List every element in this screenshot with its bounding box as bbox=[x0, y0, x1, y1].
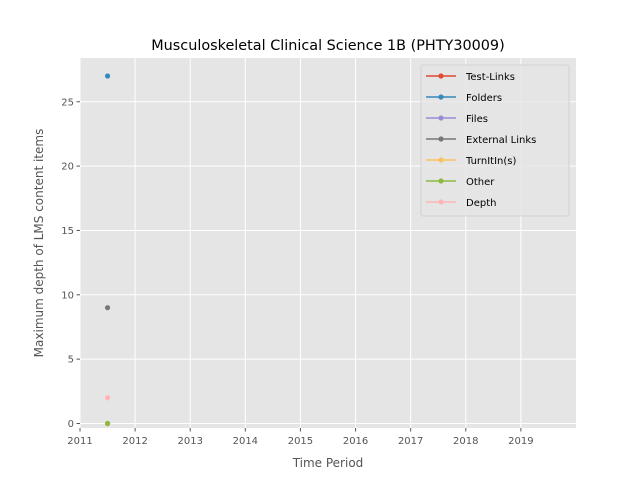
legend-label: Files bbox=[466, 114, 488, 125]
y-tick-label: 25 bbox=[61, 97, 74, 108]
legend-item: Other bbox=[426, 177, 495, 188]
data-point bbox=[104, 395, 111, 401]
x-axis-ticks: 2011 2012 2013 2014 2015 2016 2017 2018 2019 bbox=[67, 428, 534, 447]
x-tick-label: 2014 bbox=[233, 436, 258, 447]
x-tick-label: 2016 bbox=[343, 436, 368, 447]
legend: Test-Links Folders Files External Links Turn… bbox=[420, 64, 570, 217]
data-point bbox=[104, 420, 111, 427]
grid bbox=[79, 58, 576, 428]
legend-marker bbox=[438, 199, 444, 205]
legend-label: Folders bbox=[466, 93, 502, 104]
legend-marker bbox=[438, 73, 444, 79]
legend-item: Depth bbox=[426, 198, 496, 209]
legend-label: Other bbox=[466, 177, 495, 188]
legend-item: Folders bbox=[426, 93, 502, 104]
x-tick-label: 2013 bbox=[177, 436, 202, 447]
y-axis-ticks: 0 5 10 15 20 25 bbox=[61, 97, 80, 430]
x-tick-label: 2011 bbox=[67, 436, 92, 447]
legend-marker bbox=[438, 115, 444, 121]
x-axis-label: Time Period bbox=[292, 456, 364, 470]
data-points bbox=[104, 73, 111, 427]
legend-item: TurnItIn(s) bbox=[426, 156, 516, 167]
legend-marker bbox=[438, 136, 444, 142]
y-tick-label: 20 bbox=[61, 162, 74, 173]
y-tick-label: 0 bbox=[68, 419, 74, 430]
x-tick-label: 2019 bbox=[508, 436, 533, 447]
legend-marker bbox=[438, 178, 444, 184]
legend-label: External Links bbox=[466, 135, 536, 146]
legend-item: Files bbox=[426, 114, 488, 125]
legend-marker bbox=[438, 94, 444, 100]
y-tick-label: 15 bbox=[61, 226, 74, 237]
x-tick-label: 2015 bbox=[288, 436, 313, 447]
data-point bbox=[104, 73, 111, 79]
legend-box bbox=[420, 64, 570, 217]
y-axis-label: Maximum depth of LMS content items bbox=[32, 129, 46, 358]
legend-label: Test-Links bbox=[465, 72, 515, 83]
legend-marker bbox=[438, 157, 444, 163]
x-tick-label: 2017 bbox=[398, 436, 423, 447]
x-tick-label: 2012 bbox=[122, 436, 147, 447]
x-tick-label: 2018 bbox=[453, 436, 478, 447]
y-tick-label: 10 bbox=[61, 290, 74, 301]
legend-item: External Links bbox=[426, 135, 536, 146]
chart-title: Musculoskeletal Clinical Science 1B (PHT… bbox=[151, 38, 504, 54]
legend-item: Test-Links bbox=[426, 72, 515, 83]
data-point bbox=[104, 305, 111, 311]
y-tick-label: 5 bbox=[68, 355, 74, 366]
legend-label: TurnItIn(s) bbox=[465, 156, 516, 167]
legend-label: Depth bbox=[466, 198, 496, 209]
